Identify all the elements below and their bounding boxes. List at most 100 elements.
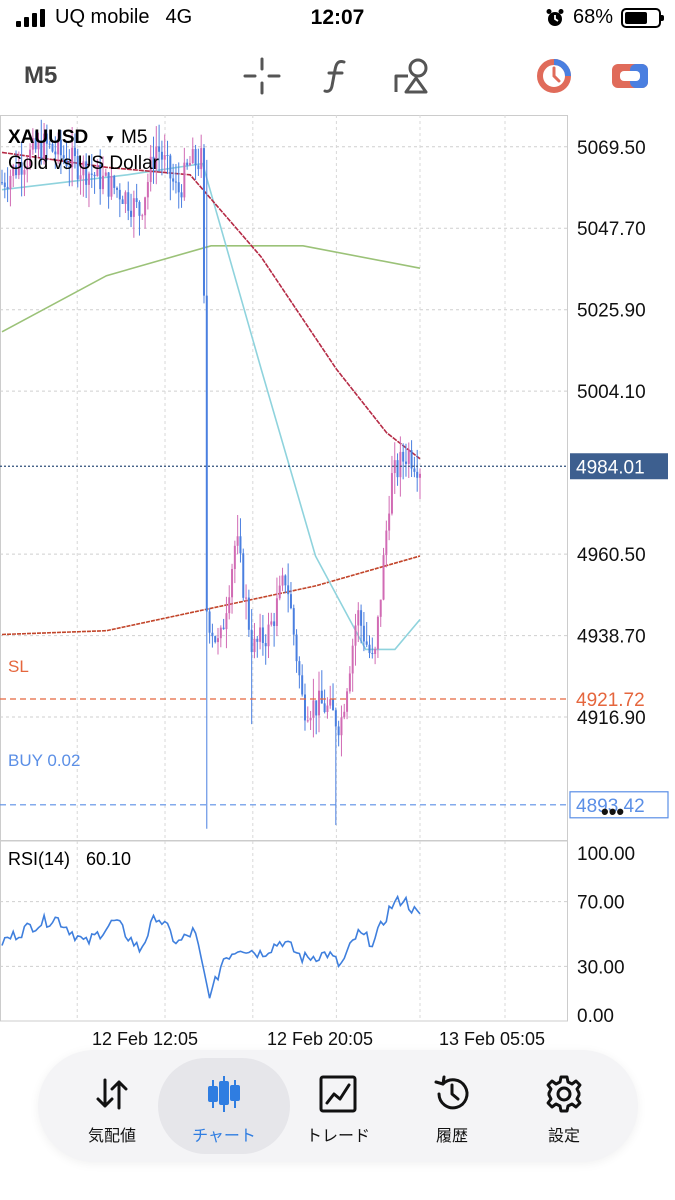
candle-body <box>256 638 259 642</box>
candle-body <box>158 146 161 152</box>
bottom-navigation: 気配値 チャート トレード 履歴 <box>38 1050 638 1162</box>
nav-settings[interactable]: 設定 <box>504 1050 624 1162</box>
status-bar: UQ mobile 4G 12:07 68% <box>0 0 675 40</box>
candle-body <box>402 451 405 462</box>
candle-body <box>54 151 57 155</box>
candle-body <box>132 198 135 217</box>
alarm-icon <box>546 8 564 26</box>
more-button[interactable]: ••• <box>601 799 624 824</box>
candle-body <box>87 173 90 185</box>
trade-toggle-icon[interactable] <box>610 56 650 96</box>
time-tick-label: 13 Feb 05:05 <box>439 1029 545 1049</box>
candle-body <box>217 638 220 643</box>
candle-body <box>379 599 382 617</box>
rsi-label: RSI(14) <box>8 849 70 869</box>
candle-body <box>200 148 203 170</box>
candle-body <box>149 156 152 183</box>
candle-body <box>351 645 354 674</box>
candle-body <box>43 133 46 160</box>
candle-body <box>79 175 82 180</box>
function-icon[interactable] <box>318 56 358 96</box>
candle-body <box>197 165 200 170</box>
nav-quotes[interactable]: 気配値 <box>52 1050 172 1162</box>
candle-body <box>144 197 147 216</box>
candle-body <box>407 450 410 464</box>
candle-body <box>239 536 242 554</box>
objects-icon[interactable] <box>392 56 432 96</box>
candle-body <box>385 530 388 556</box>
chart-icon <box>208 1076 240 1112</box>
candle-body <box>51 143 54 152</box>
candle-body <box>152 156 155 170</box>
candle-body <box>107 172 110 197</box>
candle-body <box>346 691 349 712</box>
candle-body <box>96 165 99 177</box>
battery-percent: 68% <box>572 6 613 28</box>
candle-body <box>62 155 65 159</box>
candle-body <box>99 165 102 190</box>
candle-body <box>278 585 281 599</box>
buy-price-label: 4893.42 <box>576 796 645 817</box>
candle-body <box>416 471 419 478</box>
nav-history[interactable]: 履歴 <box>392 1050 512 1162</box>
timeframe-button[interactable]: M5 <box>24 62 58 89</box>
candle-body <box>236 536 239 546</box>
price-chart[interactable]: 4984.01 4921.72 4893.42 5069.50 5047.70 5025… <box>0 115 675 1050</box>
candle-body <box>410 450 413 469</box>
candle-body <box>121 199 124 204</box>
candle-body <box>15 165 18 176</box>
candle-body <box>396 460 399 478</box>
candle-body <box>214 636 217 643</box>
candle-body <box>320 690 323 704</box>
candle-body <box>12 165 15 176</box>
time-tick-label: 12 Feb 12:05 <box>92 1029 198 1049</box>
quotes-icon <box>96 1078 128 1110</box>
candle-body <box>354 625 357 646</box>
candle-body <box>368 644 371 654</box>
candle-body <box>34 138 37 150</box>
nav-trade[interactable]: トレード <box>278 1050 398 1162</box>
candle-body <box>404 461 407 464</box>
candle-body <box>413 468 416 472</box>
rsi-tick-label: 30.00 <box>577 957 625 978</box>
candle-body <box>17 162 20 176</box>
crosshair-icon[interactable] <box>242 56 282 96</box>
candle-body <box>247 597 250 630</box>
candle-body <box>303 694 306 721</box>
candle-body <box>31 138 34 150</box>
candle-body <box>371 653 374 655</box>
trade-icon <box>319 1075 357 1113</box>
candle-body <box>130 210 133 217</box>
price-tick-label: 5004.10 <box>577 382 646 403</box>
candle-body <box>37 140 40 150</box>
candle-body <box>3 182 6 187</box>
candle-body <box>393 460 396 474</box>
symbol-label[interactable]: XAUUSD <box>8 127 88 148</box>
candle-body <box>76 156 79 180</box>
candle-body <box>225 613 228 630</box>
candle-body <box>292 608 295 635</box>
candle-body <box>329 699 332 706</box>
symbol-description: Gold vs US Dollar <box>8 153 160 174</box>
candle-body <box>337 726 340 736</box>
battery-icon <box>621 7 664 28</box>
candle-body <box>146 182 149 198</box>
current-price-tag <box>570 453 668 480</box>
candle-body <box>348 673 351 692</box>
candle-body <box>180 192 183 198</box>
nav-chart[interactable]: チャート <box>158 1050 290 1162</box>
nav-trade-label: トレード <box>305 1128 370 1145</box>
rsi-panel-frame <box>0 840 568 1022</box>
candle-body <box>104 172 107 176</box>
main-panel-frame <box>0 115 568 841</box>
chart-type-icon[interactable] <box>534 56 574 96</box>
candle-body <box>118 189 121 200</box>
candle-body <box>222 627 225 630</box>
candle-body <box>73 147 76 157</box>
symbol-dropdown-icon[interactable]: ▼ <box>104 132 116 146</box>
candle-body <box>174 181 177 183</box>
network-label: 4G <box>165 6 193 28</box>
candle-body <box>261 627 264 644</box>
nav-settings-label: 設定 <box>547 1128 580 1145</box>
candle-body <box>202 148 205 296</box>
